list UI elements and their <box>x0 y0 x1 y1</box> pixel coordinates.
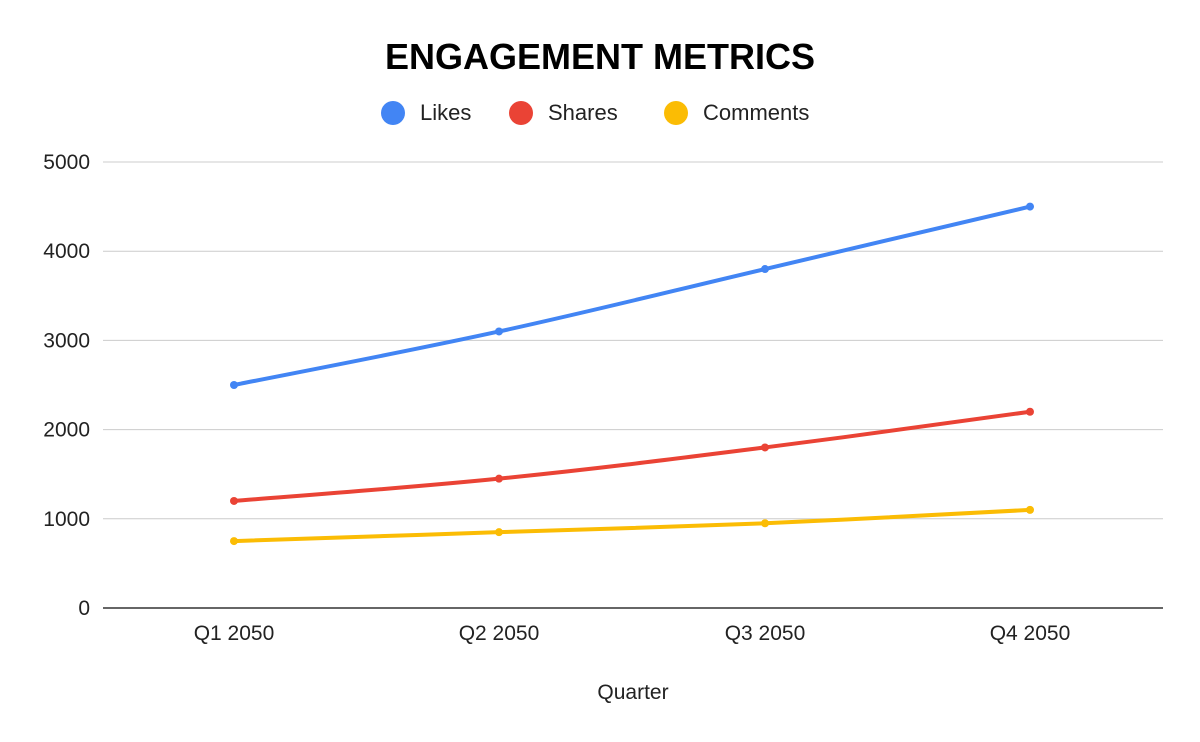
legend-marker <box>509 101 533 125</box>
legend-label: Comments <box>703 100 809 125</box>
x-tick-label: Q3 2050 <box>725 622 806 645</box>
data-point-shares <box>230 496 238 505</box>
data-point-shares <box>495 474 503 483</box>
legend-item-likes: Likes <box>381 100 471 125</box>
legend-item-shares: Shares <box>509 100 618 125</box>
legend-marker <box>381 101 405 125</box>
y-tick-label: 5000 <box>43 151 90 174</box>
y-tick-label: 1000 <box>43 508 90 531</box>
legend: Likes Shares Comments <box>381 100 809 125</box>
data-point-likes <box>495 327 503 336</box>
x-tick-label: Q4 2050 <box>990 622 1071 645</box>
x-tick-label: Q1 2050 <box>194 622 275 645</box>
legend-label: Shares <box>548 100 618 125</box>
x-axis-ticks: Q1 2050 Q2 2050 Q3 2050 Q4 2050 <box>194 622 1071 645</box>
y-axis-ticks: 0 1000 2000 3000 4000 5000 <box>43 151 90 620</box>
data-point-comments <box>761 519 769 528</box>
y-tick-label: 4000 <box>43 240 90 263</box>
data-point-comments <box>495 528 503 537</box>
y-tick-label: 3000 <box>43 329 90 352</box>
series-likes <box>230 202 1034 389</box>
series-line-shares <box>232 409 1032 503</box>
chart-title: ENGAGEMENT METRICS <box>385 36 815 77</box>
data-point-comments <box>230 537 238 546</box>
legend-marker <box>664 101 688 125</box>
series-group <box>230 202 1034 546</box>
data-point-shares <box>1026 407 1034 416</box>
legend-item-comments: Comments <box>664 100 809 125</box>
data-point-likes <box>1026 202 1034 211</box>
data-point-comments <box>1026 505 1034 514</box>
y-tick-label: 0 <box>78 597 90 620</box>
series-shares <box>230 407 1034 505</box>
y-tick-label: 2000 <box>43 419 90 442</box>
series-line-likes <box>232 204 1032 387</box>
series-comments <box>230 505 1034 546</box>
gridlines <box>103 161 1163 520</box>
x-axis-label: Quarter <box>597 681 668 704</box>
data-point-shares <box>761 443 769 452</box>
x-tick-label: Q2 2050 <box>459 622 540 645</box>
series-line-comments <box>232 507 1032 544</box>
data-point-likes <box>230 381 238 389</box>
data-point-likes <box>761 265 769 274</box>
legend-label: Likes <box>420 100 471 125</box>
